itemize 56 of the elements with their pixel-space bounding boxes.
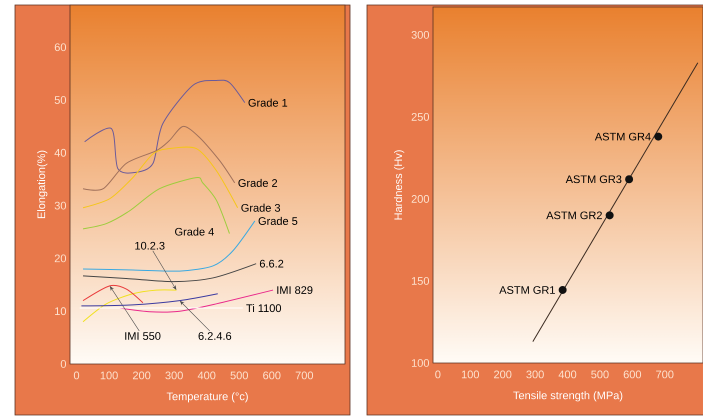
series-label: Ti 1100	[246, 304, 282, 312]
series-label: Grade 3	[241, 204, 280, 212]
y-tick-label: 0	[60, 360, 66, 368]
x-axis-title: Tensile strength (MPa)	[513, 391, 622, 402]
x-tick-label: 600	[624, 370, 642, 378]
x-tick-label: 200	[494, 370, 512, 378]
series-label: ASTM GR4	[594, 132, 651, 140]
x-tick-label: 400	[198, 372, 216, 380]
y-tick-label: 50	[54, 96, 66, 104]
y-tick-label: 100	[412, 359, 430, 367]
y-tick-label: 250	[412, 113, 430, 121]
y-tick-label: 40	[54, 148, 66, 157]
x-tick-label: 500	[230, 372, 248, 380]
y-axis-title: Elongation(%)	[37, 150, 48, 218]
y-tick-label: 200	[412, 195, 430, 203]
y-tick-label: 30	[54, 202, 66, 210]
y-tick-label: 10	[55, 307, 66, 316]
x-tick-label: 600	[263, 372, 281, 380]
x-tick-label: 0	[435, 370, 440, 378]
text: IMI 550	[125, 332, 160, 340]
text: 6.2.4.6	[198, 332, 232, 340]
point	[558, 286, 567, 294]
x-axis-title: Temperature (°c)	[166, 392, 248, 402]
series-label: ASTM GR2	[546, 211, 602, 220]
line-series	[82, 220, 256, 272]
x-tick-label: 300	[526, 370, 544, 378]
x-tick-label: 500	[591, 370, 609, 378]
line-series	[80, 293, 218, 306]
x-tick-label: 100	[100, 372, 118, 380]
point	[625, 175, 634, 184]
series-label: Grade 1	[248, 98, 288, 107]
y-tick-label: 20	[54, 254, 66, 262]
point	[654, 132, 662, 141]
series-label: ASTM GR3	[566, 175, 622, 184]
series-label: Grade 5	[258, 216, 298, 225]
series-label: 6.6.2	[260, 260, 284, 268]
y-tick-label: 60	[54, 43, 66, 52]
text: 10.2.3	[135, 242, 165, 250]
x-tick-label: 700	[296, 372, 314, 380]
y-axis-title: Hardness (Hv)	[394, 150, 404, 220]
line-series	[82, 177, 230, 234]
x-tick-label: 100	[462, 370, 480, 378]
point	[606, 211, 614, 220]
y-tick-label: 300	[412, 30, 430, 39]
line-series	[84, 80, 246, 174]
x-tick-label: 300	[165, 372, 183, 380]
series-label: ASTM GR1	[499, 286, 555, 294]
line-series	[82, 284, 144, 304]
series-label: Grade 2	[238, 178, 278, 187]
x-tick-label: 700	[656, 370, 674, 378]
y-tick-label: 150	[412, 277, 430, 285]
series-label: Grade 4	[175, 228, 214, 236]
x-tick-label: 400	[558, 370, 576, 378]
x-tick-label: 0	[74, 372, 80, 380]
x-tick-label: 200	[132, 372, 150, 380]
series-label: IMI 829	[277, 286, 312, 294]
